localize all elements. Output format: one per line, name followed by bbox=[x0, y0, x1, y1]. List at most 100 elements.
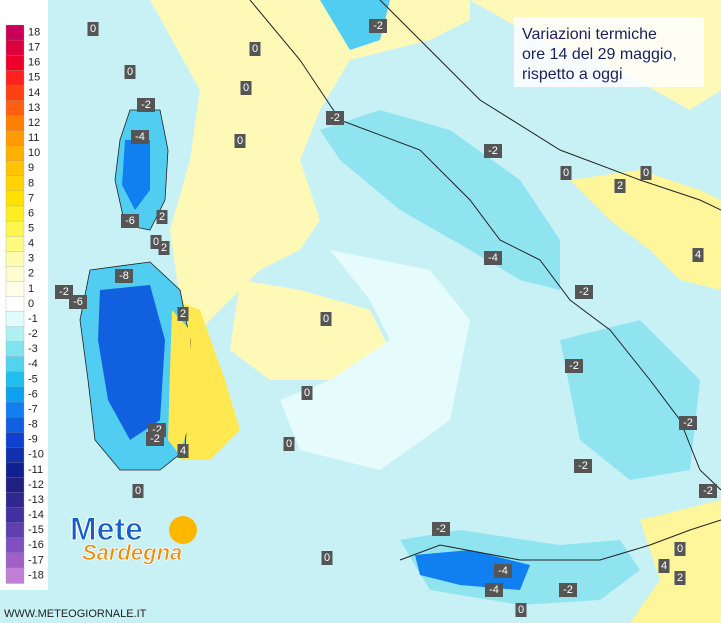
contour-label-box bbox=[369, 19, 387, 33]
contour-label: -2 bbox=[683, 417, 693, 429]
contour-label: 4 bbox=[695, 249, 701, 261]
warm-area bbox=[168, 310, 190, 455]
contour-label: -2 bbox=[488, 145, 498, 157]
neutral-area bbox=[280, 250, 470, 470]
contour-label-box bbox=[156, 210, 168, 224]
contour-label: -2 bbox=[563, 584, 573, 596]
legend-swatch bbox=[5, 432, 25, 448]
contour-label: 2 bbox=[161, 242, 167, 254]
contour-label-box bbox=[283, 437, 295, 451]
cool-area bbox=[122, 140, 150, 210]
coastline bbox=[379, 0, 721, 211]
contour-label-box bbox=[658, 559, 670, 573]
legend-swatch bbox=[5, 39, 25, 56]
legend-swatch bbox=[5, 145, 25, 162]
contour-label-box bbox=[515, 603, 527, 617]
legend-swatch bbox=[5, 447, 25, 464]
warm-area bbox=[570, 170, 721, 290]
contour-label: 0 bbox=[252, 43, 258, 55]
contour-label: 4 bbox=[180, 445, 186, 457]
title-line: rispetto a oggi bbox=[522, 66, 623, 83]
contour-label: -2 bbox=[703, 485, 713, 497]
contour-label: -4 bbox=[135, 131, 145, 143]
legend-label: -15 bbox=[28, 524, 44, 536]
logo-text: Sardegna bbox=[82, 540, 182, 565]
contour-label: -2 bbox=[152, 424, 162, 436]
contour-label-box bbox=[494, 564, 512, 578]
legend-label: 13 bbox=[28, 102, 40, 114]
contour-label-box bbox=[614, 179, 626, 193]
warm-area bbox=[230, 280, 390, 380]
legend-label: -6 bbox=[28, 388, 38, 400]
cool-area bbox=[415, 550, 530, 590]
contour-label: -2 bbox=[579, 286, 589, 298]
contour-label: 2 bbox=[677, 572, 683, 584]
legend-label: 8 bbox=[28, 177, 34, 189]
legend-label: -1 bbox=[28, 313, 38, 325]
contour-label-box bbox=[132, 484, 144, 498]
contour-label-box bbox=[234, 134, 246, 148]
contour-label: -8 bbox=[119, 270, 129, 282]
legend-label: -8 bbox=[28, 419, 38, 431]
contour-label-box bbox=[326, 111, 344, 125]
legend-label: -12 bbox=[28, 479, 44, 491]
legend-swatch bbox=[5, 235, 25, 252]
contour-label-box bbox=[131, 130, 149, 144]
legend-label: -7 bbox=[28, 403, 38, 415]
legend-label: -18 bbox=[28, 569, 44, 581]
contour-label: 0 bbox=[127, 66, 133, 78]
legend-swatch bbox=[5, 220, 25, 237]
legend-swatch bbox=[5, 160, 25, 177]
contour-label: -2 bbox=[578, 460, 588, 472]
legend-swatch bbox=[5, 24, 25, 41]
contour-label-box bbox=[55, 285, 73, 299]
contour-label-box bbox=[137, 98, 155, 112]
legend-label: 6 bbox=[28, 207, 34, 219]
contour-label-box bbox=[150, 235, 162, 249]
legend-swatch bbox=[5, 85, 25, 102]
contour-label: 0 bbox=[135, 485, 141, 497]
contour-label-box bbox=[69, 295, 87, 309]
contour-label-box bbox=[321, 551, 333, 565]
legend-swatch bbox=[5, 477, 25, 494]
legend-swatch bbox=[5, 266, 25, 283]
contour-label-box bbox=[87, 22, 99, 36]
legend-label: -5 bbox=[28, 373, 38, 385]
legend-label: 5 bbox=[28, 223, 34, 235]
warm-area bbox=[150, 0, 470, 330]
legend-label: 9 bbox=[28, 162, 34, 174]
logo-text: Mete bbox=[70, 511, 143, 547]
contour-label-box bbox=[484, 144, 502, 158]
contour-label: -4 bbox=[488, 252, 498, 264]
contour-label: -2 bbox=[141, 99, 151, 111]
legend-label: -10 bbox=[28, 449, 44, 461]
legend-label: 12 bbox=[28, 117, 40, 129]
contour-label: 0 bbox=[563, 167, 569, 179]
contour-label-box bbox=[158, 241, 170, 255]
contour-label-box bbox=[177, 307, 189, 321]
legend-swatch bbox=[5, 371, 25, 388]
legend-swatch bbox=[5, 341, 25, 358]
logo-sun bbox=[169, 516, 197, 544]
legend-swatch bbox=[5, 296, 25, 313]
contour-label-box bbox=[574, 459, 592, 473]
legend-swatch bbox=[5, 492, 25, 509]
contour-label-box bbox=[560, 166, 572, 180]
legend-label: 16 bbox=[28, 57, 40, 69]
contour-label-box bbox=[674, 571, 686, 585]
contour-label-box bbox=[146, 432, 164, 446]
legend-label: 10 bbox=[28, 147, 40, 159]
title-box bbox=[514, 17, 704, 87]
legend-swatch bbox=[5, 311, 25, 328]
contour-label-box bbox=[124, 65, 136, 79]
legend-label: 1 bbox=[28, 283, 34, 295]
legend-swatch bbox=[5, 55, 25, 71]
contour-label-box bbox=[115, 269, 133, 283]
contour-label-box bbox=[121, 214, 139, 228]
contour-label-box bbox=[674, 542, 686, 556]
legend-swatch bbox=[5, 507, 25, 524]
legend-swatch bbox=[5, 70, 25, 86]
contour-label-box bbox=[640, 166, 652, 180]
contour-label: 0 bbox=[286, 438, 292, 450]
